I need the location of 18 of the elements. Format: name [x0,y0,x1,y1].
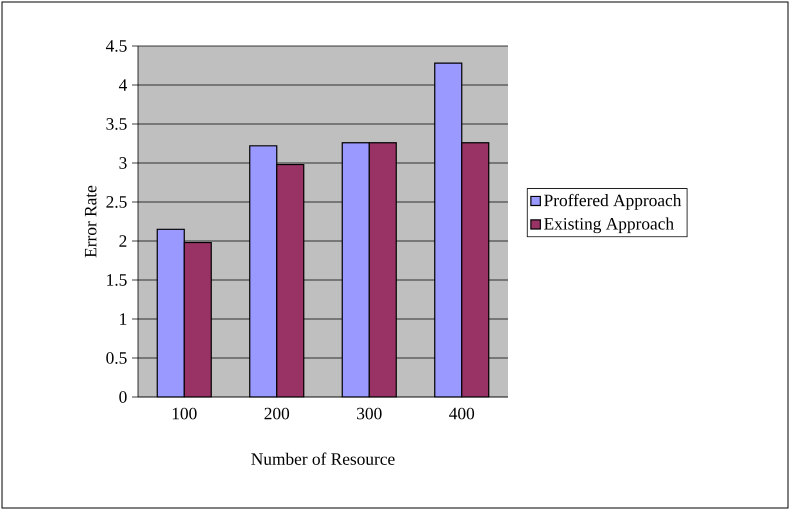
y-tick-label: 2 [119,235,126,247]
y-tick-label: 3 [119,157,127,169]
x-tick-label: 400 [449,408,474,420]
y-tick-label: 4 [118,79,128,91]
y-tick-label: 4.5 [106,40,127,52]
y-tick-label: 0.5 [106,352,127,364]
y-axis-title: Error Rate [84,186,96,258]
x-tick-label: 100 [172,408,197,420]
x-tick-label: 200 [264,408,290,420]
legend-label: Existing Approach [544,217,674,234]
y-tick-label: 1 [120,313,126,325]
x-axis-title: Number of Resource [251,452,395,465]
y-tick-label: 0 [119,391,127,403]
y-tick-label: 1.5 [107,274,127,286]
y-tick-label: 2.5 [106,196,127,208]
legend-label: Proffered Approach [544,194,682,210]
x-tick-label: 300 [357,408,382,420]
y-tick-label: 3.5 [106,118,127,130]
